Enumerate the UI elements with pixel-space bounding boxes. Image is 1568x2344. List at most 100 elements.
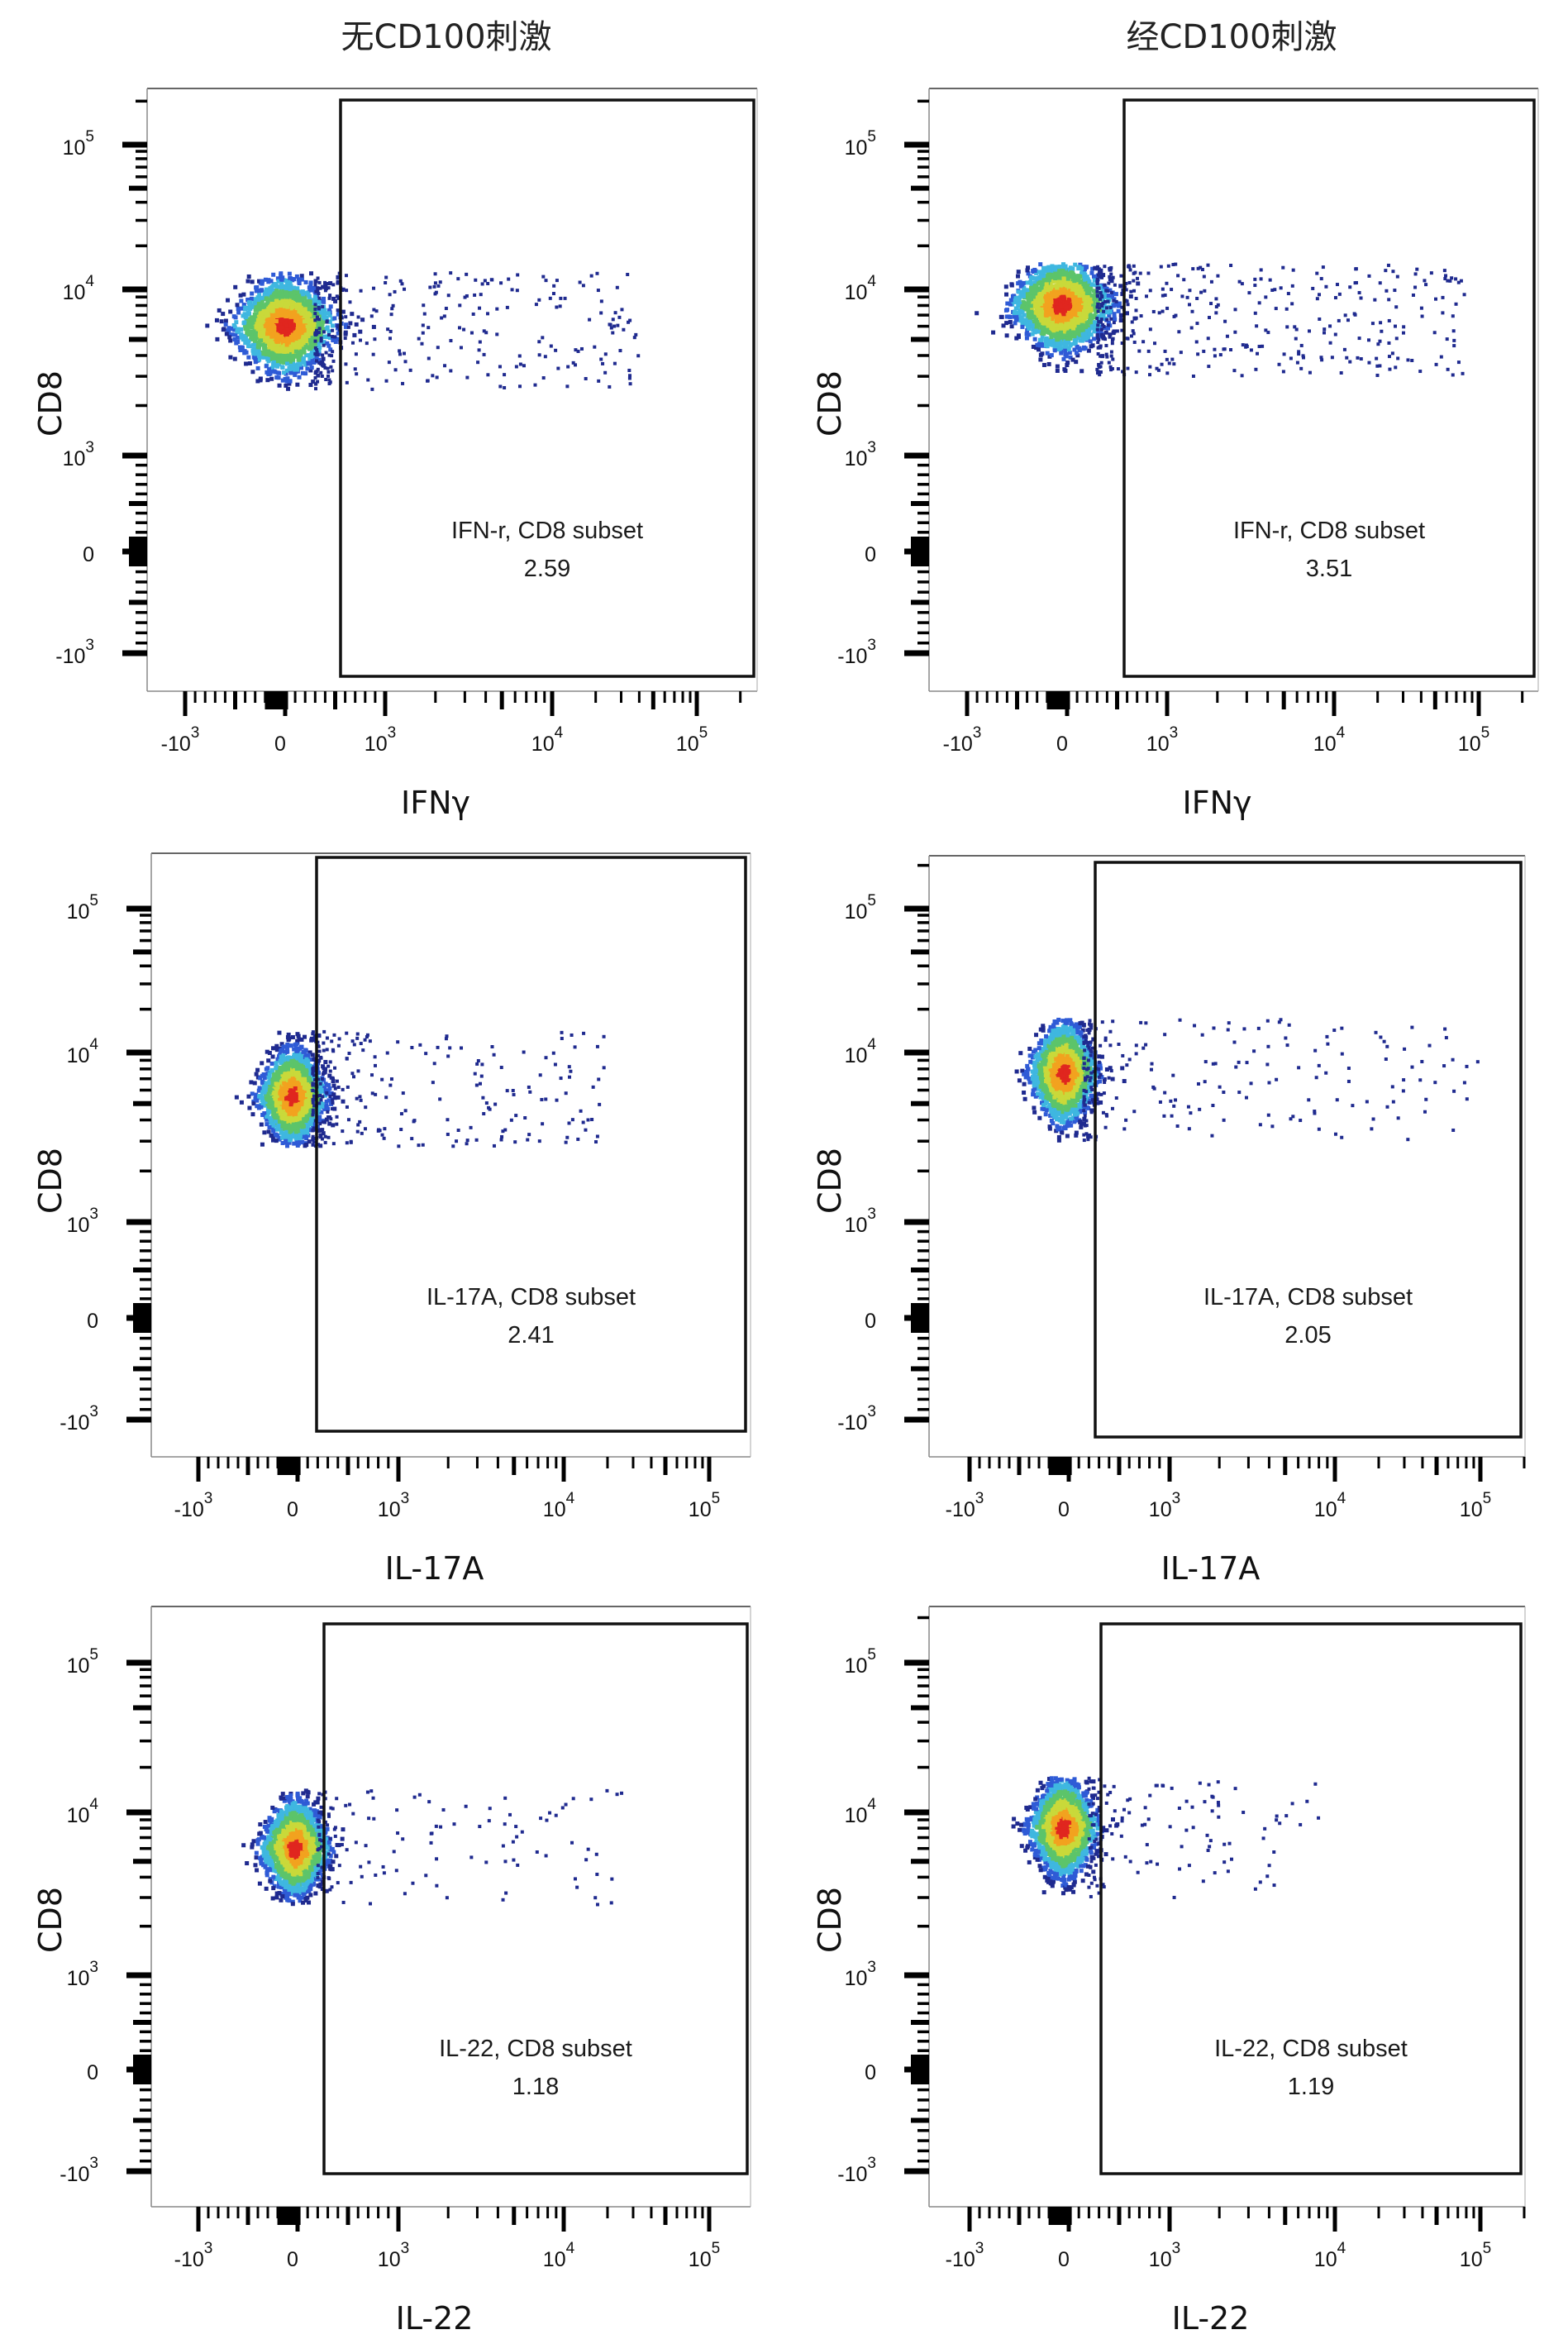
event-dot (346, 325, 350, 329)
event-dot (1290, 302, 1294, 306)
event-dot (284, 323, 289, 328)
event-dot (431, 374, 435, 378)
event-dot (388, 293, 392, 297)
event-dot (289, 318, 294, 323)
event-dot (308, 346, 313, 351)
event-dot (1041, 270, 1046, 275)
event-dot (321, 284, 326, 289)
event-dot (230, 332, 235, 337)
event-dot (420, 341, 424, 346)
event-dot (302, 319, 307, 324)
event-dot (1041, 362, 1046, 367)
event-dot (336, 331, 341, 336)
event-dot (315, 315, 319, 319)
event-dot (271, 288, 276, 293)
event-dot (1089, 270, 1094, 275)
event-dot (318, 319, 323, 324)
event-dot (1059, 281, 1064, 286)
event-dot (1107, 360, 1111, 365)
event-dot (318, 313, 323, 317)
event-dot (319, 370, 323, 375)
event-dot (1148, 327, 1152, 332)
event-dot (459, 346, 463, 350)
event-dot (1134, 296, 1138, 300)
event-dot (321, 319, 326, 324)
event-dot (1095, 305, 1099, 309)
event-dot (288, 292, 293, 297)
y-axis-label: CD8 (812, 370, 848, 437)
event-dot (1061, 294, 1066, 299)
event-dot (265, 293, 269, 298)
event-dot (300, 291, 305, 296)
event-dot (612, 361, 617, 365)
event-dot (281, 329, 286, 334)
event-dot (1091, 274, 1096, 279)
event-dot (324, 287, 328, 291)
event-dot (1038, 357, 1043, 362)
event-dot (294, 323, 299, 328)
event-dot (285, 376, 290, 381)
event-dot (1099, 327, 1103, 332)
event-dot (1021, 294, 1026, 298)
event-dot (336, 312, 341, 317)
event-dot (226, 330, 231, 335)
event-dot (295, 317, 300, 322)
event-dot (227, 335, 232, 340)
event-dot (1054, 301, 1059, 306)
event-dot (308, 368, 313, 373)
event-dot (320, 322, 325, 327)
event-dot (1282, 352, 1286, 356)
event-dot (296, 326, 301, 331)
event-dot (318, 332, 323, 337)
event-dot (278, 322, 283, 327)
event-dot (1108, 332, 1113, 337)
event-dot (249, 330, 254, 335)
event-dot (391, 303, 395, 308)
event-dot (269, 325, 274, 330)
y-tick-exponent: 5 (85, 128, 94, 146)
event-dot (449, 271, 453, 275)
event-dot (574, 348, 578, 352)
event-dot (1078, 297, 1083, 302)
event-dot (1077, 312, 1082, 317)
event-dot (343, 324, 348, 329)
event-dot (307, 334, 312, 339)
event-dot (308, 283, 313, 288)
event-dot (1279, 286, 1283, 290)
event-dot (257, 289, 262, 294)
event-dot (279, 302, 284, 307)
event-dot (222, 327, 226, 332)
event-dot (250, 315, 255, 320)
event-dot (340, 316, 344, 320)
event-dot (1016, 274, 1021, 279)
event-dot (1078, 275, 1083, 279)
event-dot (1057, 265, 1062, 270)
event-dot (279, 346, 284, 351)
event-dot (1021, 318, 1026, 323)
event-dot (311, 298, 316, 303)
event-dot (264, 289, 269, 294)
event-dot (287, 351, 292, 356)
event-dot (323, 289, 327, 293)
event-dot (1357, 337, 1361, 341)
event-dot (281, 284, 286, 289)
event-dot (260, 295, 265, 300)
event-dot (239, 306, 244, 311)
event-dot (438, 280, 442, 284)
event-dot (1295, 360, 1299, 365)
facs-panel-row1-left: -103 0 103 104 105-1030103104105IFNγCD8IFN-r… (32, 88, 758, 821)
event-dot (255, 317, 260, 322)
event-dot (313, 375, 317, 380)
event-dot (1044, 328, 1049, 333)
event-dot (1379, 321, 1383, 325)
event-dot (1048, 272, 1053, 277)
event-dot (294, 313, 299, 318)
event-dot (1335, 283, 1339, 287)
event-dot (299, 323, 304, 328)
event-dot (245, 327, 250, 332)
event-dot (1179, 351, 1183, 355)
event-dot (1177, 330, 1181, 334)
event-dot (336, 275, 341, 279)
event-dot (1049, 285, 1054, 290)
